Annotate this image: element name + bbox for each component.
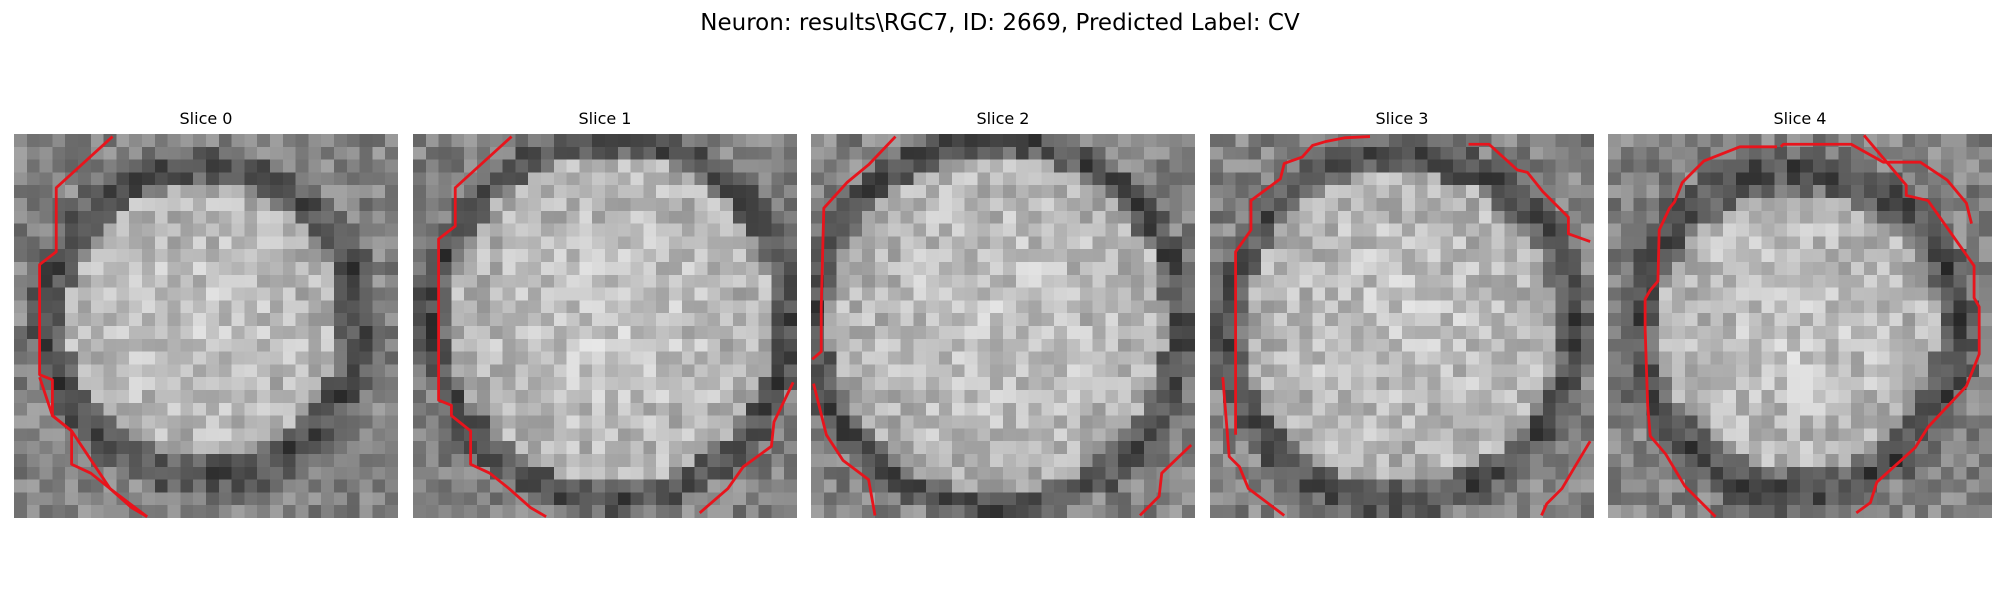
slice-image-3 (1210, 134, 1594, 518)
contour-line-1-0 (437, 135, 547, 518)
contour-line-2-1 (1138, 444, 1193, 517)
contour-line-2-0 (811, 135, 897, 361)
contour-line-3-2 (1221, 377, 1286, 517)
slice-image-1 (413, 134, 797, 518)
figure-title: Neuron: results\RGC7, ID: 2669, Predicte… (700, 10, 1300, 36)
contour-line-4-0 (1855, 134, 1981, 515)
contour-line-4-2 (1643, 145, 1777, 518)
contour-line-3-0 (1468, 142, 1591, 243)
contour-line-4-1 (1779, 142, 1973, 224)
slice-panel-1: Slice 1 (413, 108, 797, 518)
slice-image-2 (811, 134, 1195, 518)
slice-title-3: Slice 3 (1375, 109, 1429, 128)
slice-image-0 (14, 134, 398, 518)
contour-line-3-3 (1540, 440, 1592, 517)
slice-title-0: Slice 0 (179, 109, 233, 128)
slice-panel-3: Slice 3 (1210, 108, 1594, 518)
contour-line-2-2 (812, 383, 877, 516)
slice-panel-4: Slice 4 (1608, 108, 1992, 518)
slice-panel-2: Slice 2 (811, 108, 1195, 518)
slice-title-2: Slice 2 (976, 109, 1030, 128)
slice-image-4 (1608, 134, 1992, 518)
contour-line-1-1 (698, 381, 795, 514)
contour-line-0-1 (38, 376, 148, 518)
slice-panel-0: Slice 0 (14, 108, 398, 518)
slice-title-4: Slice 4 (1773, 109, 1827, 128)
slice-title-1: Slice 1 (578, 109, 632, 128)
contour-line-3-1 (1234, 135, 1371, 435)
